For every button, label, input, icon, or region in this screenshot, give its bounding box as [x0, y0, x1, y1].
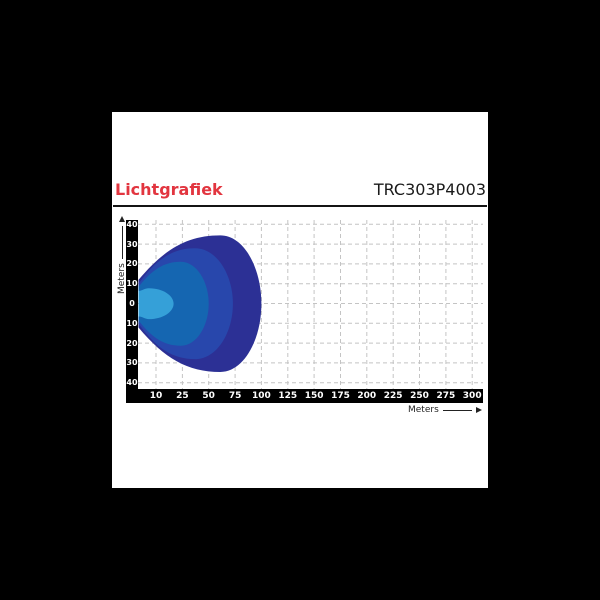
y-tick-label: 10: [126, 318, 138, 328]
up-arrow-icon: [119, 216, 125, 222]
y-axis-arrow-line: [121, 226, 123, 260]
plot-area: [138, 220, 483, 389]
x-tick-label: 10: [149, 391, 163, 401]
y-tick-label: 20: [126, 338, 138, 348]
light-distribution-chart: Meters 40 30 20 10 0 10 20 30 40 10 25 50 75 100 125 1…: [112, 112, 488, 488]
y-axis-bar: 40 30 20 10 0 10 20 30 40: [126, 220, 138, 389]
core-beam-contour: [138, 288, 174, 320]
x-tick-label: 275: [436, 391, 456, 401]
x-tick-label: 175: [331, 391, 350, 401]
right-arrow-icon: [476, 407, 482, 413]
x-tick-label: 25: [176, 391, 189, 401]
x-axis-meters-label: Meters: [408, 404, 482, 416]
mid-inner-beam-contour: [138, 261, 209, 346]
product-code: TRC303P4003: [373, 180, 486, 199]
header-separator: [113, 205, 487, 207]
x-tick-label: 75: [228, 391, 242, 401]
x-tick-label: 50: [202, 391, 215, 401]
x-tick-label: 300: [462, 391, 482, 401]
beam-contour-svg: [138, 220, 483, 389]
x-axis-bar: 10 25 50 75 100 125 150 175 200 225 250 275 300: [126, 389, 483, 403]
x-axis-label-text: Meters: [408, 404, 439, 415]
y-tick-label: 0: [129, 299, 135, 308]
y-tick-label: 30: [126, 239, 138, 249]
y-tick-label: 20: [126, 259, 138, 269]
x-tick-label: 200: [357, 391, 377, 401]
x-tick-label: 225: [383, 391, 403, 401]
x-tick-label: 150: [304, 391, 324, 401]
header: Lichtgrafiek TRC303P4003: [115, 180, 486, 202]
y-tick-label: 10: [126, 279, 138, 289]
x-tick-label: 100: [251, 391, 271, 401]
x-tick-label: 125: [278, 391, 298, 401]
y-tick-label: 40: [126, 378, 138, 388]
y-tick-label: 30: [126, 358, 138, 368]
page-title: Lichtgrafiek: [115, 180, 223, 199]
y-tick-label: 40: [126, 219, 138, 229]
x-tick-label: 250: [410, 391, 429, 401]
datasheet-panel: Lichtgrafiek TRC303P4003 Meters 40 30 20 10…: [112, 112, 488, 488]
x-axis-arrow-line: [442, 409, 472, 411]
